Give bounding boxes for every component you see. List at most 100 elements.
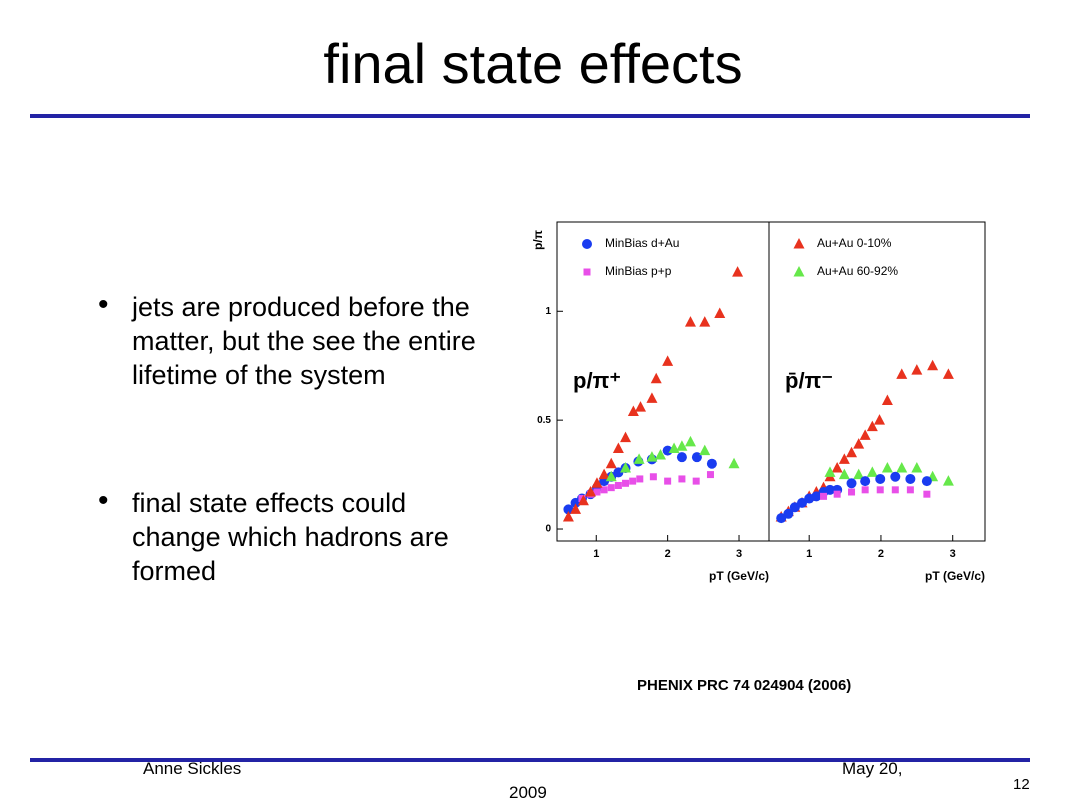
page-number: 12: [1013, 776, 1030, 793]
data-point: [655, 448, 667, 460]
data-point: [846, 478, 857, 489]
data-point: [911, 364, 923, 375]
data-point: [662, 445, 673, 456]
data-point: [664, 477, 672, 485]
data-point: [649, 473, 657, 481]
data-point: [662, 355, 674, 366]
y-tick-label: 1: [545, 306, 551, 317]
data-point: [838, 468, 850, 480]
data-point: [906, 486, 914, 494]
legend-marker: [583, 268, 591, 276]
data-point: [927, 359, 939, 371]
data-point: [866, 466, 878, 477]
data-point: [699, 316, 711, 327]
footer-date: 2009: [509, 783, 547, 802]
data-point: [896, 368, 908, 379]
data-point: [684, 435, 696, 447]
data-point: [905, 473, 916, 484]
x-axis-label: pT (GeV/c): [709, 569, 769, 583]
data-point: [921, 476, 932, 487]
x-tick-label: 3: [736, 548, 742, 560]
x-tick-label: 2: [878, 548, 884, 560]
footer-rule: [30, 758, 1030, 762]
x-axis-label: pT (GeV/c): [925, 569, 985, 583]
y-axis-label: p/π: [531, 230, 545, 250]
slide-title: final state effects: [323, 32, 743, 95]
legend-marker: [793, 266, 805, 277]
data-point: [676, 452, 687, 463]
data-point: [650, 372, 662, 384]
data-point: [607, 484, 615, 492]
data-point: [853, 468, 865, 480]
data-point: [577, 494, 589, 506]
data-point: [678, 475, 686, 483]
data-point: [629, 477, 637, 485]
data-point: [783, 508, 794, 519]
data-point: [570, 503, 582, 514]
legend-label: MinBias d+Au: [605, 236, 679, 250]
y-tick-label: 0.5: [537, 415, 551, 426]
data-point: [874, 414, 886, 425]
data-point: [684, 316, 696, 327]
data-point: [942, 475, 954, 486]
data-point: [875, 473, 886, 484]
data-point: [860, 476, 871, 487]
data-point: [881, 462, 893, 473]
legend-label: Au+Au 0-10%: [817, 236, 892, 250]
bullet-text: jets are produced before the matter, but…: [132, 292, 476, 390]
data-point: [612, 442, 624, 453]
x-tick-label: 1: [593, 548, 599, 560]
data-point: [728, 457, 740, 469]
data-point: [676, 440, 688, 451]
data-point: [859, 429, 871, 440]
data-point: [636, 475, 644, 483]
data-point: [866, 420, 878, 432]
data-point: [911, 462, 923, 473]
data-point: [714, 307, 726, 318]
data-point: [600, 486, 608, 494]
data-point: [605, 470, 617, 482]
data-point: [605, 457, 617, 469]
data-point: [811, 491, 822, 502]
data-point: [846, 446, 858, 458]
footer-author: Anne Sickles: [143, 759, 242, 778]
data-point: [797, 497, 808, 508]
plot-frame: [768, 221, 986, 542]
y-tick-label: 0: [545, 524, 551, 535]
data-point: [824, 466, 836, 477]
data-point: [861, 486, 869, 494]
footer-date: May 20,: [842, 759, 903, 778]
data-point: [776, 513, 787, 524]
data-point: [585, 486, 597, 497]
data-point: [942, 368, 954, 379]
data-point: [620, 431, 632, 443]
data-point: [890, 471, 901, 482]
data-point: [876, 486, 884, 494]
data-point: [891, 486, 899, 494]
title-rule: [30, 114, 1030, 118]
citation: PHENIX PRC 74 024904 (2006): [637, 677, 852, 694]
x-tick-label: 3: [950, 548, 956, 560]
data-point: [692, 477, 700, 485]
bullet: • jets are produced before the matter, bu…: [98, 288, 478, 392]
data-point: [732, 266, 744, 277]
data-point: [691, 452, 702, 463]
x-tick-label: 2: [665, 548, 671, 560]
data-point: [824, 484, 835, 495]
data-point: [706, 458, 717, 469]
bullet: • final state effects could change which …: [98, 484, 478, 588]
data-point: [896, 462, 908, 473]
legend-marker: [582, 239, 592, 249]
bullet-text: final state effects could change which h…: [132, 488, 449, 586]
data-point: [848, 488, 856, 496]
data-point: [614, 481, 622, 489]
data-point: [563, 504, 574, 515]
data-point: [622, 479, 630, 487]
data-point: [831, 462, 843, 473]
data-point: [593, 488, 601, 496]
data-point: [853, 438, 865, 449]
panel-label: p/π⁺: [573, 368, 621, 393]
data-point: [598, 468, 610, 480]
